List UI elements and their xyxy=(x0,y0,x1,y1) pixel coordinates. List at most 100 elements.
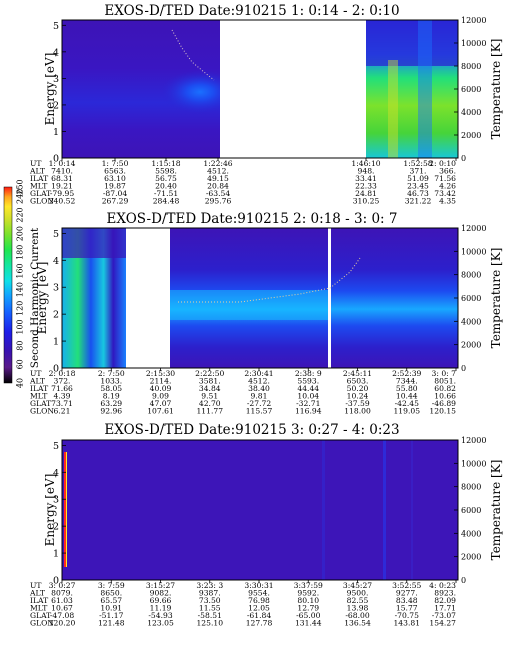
colorbar-tick-label: 180 xyxy=(16,245,25,260)
panel-1-gap xyxy=(220,20,366,158)
y2-tick-label: 10000 xyxy=(461,247,486,256)
table-row-label: GLAT xyxy=(30,189,51,198)
table-cell: 1:15:18 xyxy=(151,159,180,168)
table-cell: 1:46:10 xyxy=(351,159,380,168)
panel-2-title: EXOS-D/TED Date:910215 2: 0:18 - 3: 0: 7 xyxy=(107,211,398,227)
table-cell: 9.09 xyxy=(152,392,169,401)
table-cell: 1:22:46 xyxy=(203,159,232,168)
table-cell: 10.44 xyxy=(396,392,418,401)
table-cell: 10.24 xyxy=(347,392,369,401)
colorbar-tick-label: 160 xyxy=(16,263,25,278)
panel-1-right-band-stripe xyxy=(388,60,398,158)
table-cell: 4.35 xyxy=(439,197,456,206)
table-cell: 118.00 xyxy=(344,407,371,416)
table-cell: 19.87 xyxy=(104,182,126,191)
panel-3-y-axis: 0 1 2 3 4 5 xyxy=(53,441,66,587)
colorbar-tick-label: 240 xyxy=(16,189,25,204)
table-row-label: ALT xyxy=(29,589,45,598)
table-row-label: GLAT xyxy=(30,399,51,408)
table-cell: 63.10 xyxy=(104,174,126,183)
table-cell: -54.93 xyxy=(148,611,172,620)
colorbar-tick-label: 200 xyxy=(16,226,25,241)
table-cell: -71.51 xyxy=(154,189,178,198)
table-cell: 2: 0:18 xyxy=(49,369,76,378)
table-cell: 6563. xyxy=(104,167,126,176)
panel-2-y-axis: 0 1 2 3 4 5 xyxy=(53,229,66,375)
table-cell: 9592. xyxy=(297,589,319,598)
table-cell: 948. xyxy=(358,167,375,176)
y-tick-label: 4 xyxy=(53,47,59,58)
table-cell: 17.71 xyxy=(434,604,456,613)
y-tick-label: 1 xyxy=(53,337,59,348)
table-cell: 3:23: 3 xyxy=(196,581,223,590)
table-cell: 3:30:31 xyxy=(244,581,273,590)
y-tick-label: 5 xyxy=(53,229,59,240)
y2-tick-label: 12000 xyxy=(461,224,486,233)
panel-2-gap xyxy=(328,228,331,368)
y-tick-label: 4 xyxy=(53,256,59,267)
table-cell: 4: 0:23 xyxy=(429,581,456,590)
y-tick-label: 0 xyxy=(53,364,59,375)
table-cell: 40.09 xyxy=(150,384,172,393)
table-row-label: UT xyxy=(30,369,41,378)
table-cell: 20.84 xyxy=(207,182,229,191)
table-cell: 10.04 xyxy=(297,392,319,401)
y2-tick-label: 0 xyxy=(461,576,466,585)
table-cell: 3: 0:27 xyxy=(49,581,76,590)
y-tick-label: 5 xyxy=(53,21,59,32)
panel-1-y2-axis: 0 2000 4000 6000 8000 10000 12000 xyxy=(454,16,486,163)
table-cell: 47.07 xyxy=(150,399,172,408)
y2-tick-label: 8000 xyxy=(461,483,481,492)
y-tick-label: 4 xyxy=(53,468,59,479)
panel-2-y2-axis: 0 2000 4000 6000 8000 10000 12000 xyxy=(454,224,486,373)
y2-tick-label: 0 xyxy=(461,154,466,163)
panel-2-left-band-dark xyxy=(62,228,126,258)
table-cell: 7410. xyxy=(51,167,73,176)
table-cell: 33.41 xyxy=(355,174,377,183)
table-row-label: GLON xyxy=(30,619,54,628)
panel-3-ylabel: Energy [eV] xyxy=(43,474,57,547)
table-cell: -68.00 xyxy=(345,611,369,620)
table-cell: 10.67 xyxy=(51,604,73,613)
table-cell: 154.27 xyxy=(429,619,456,628)
colorbar-tick-label: 220 xyxy=(16,207,25,222)
y-tick-label: 2 xyxy=(53,522,59,533)
table-cell: 4512. xyxy=(248,377,270,386)
table-cell: 371. xyxy=(410,167,427,176)
table-cell: 125.10 xyxy=(196,619,223,628)
table-cell: 366. xyxy=(439,167,456,176)
table-cell: 3:45:27 xyxy=(343,581,372,590)
table-cell: 9387. xyxy=(199,589,221,598)
table-row-label: MLT xyxy=(30,604,47,613)
panel-1-title: EXOS-D/TED Date:910215 1: 0:14 - 2: 0:10 xyxy=(104,3,399,19)
table-cell: 2114. xyxy=(150,377,172,386)
panel-2-ylabel: Energy [eV] xyxy=(35,262,49,335)
panel-3-y2label: Temperature [K] xyxy=(489,460,503,561)
panel-2-gap xyxy=(126,228,170,368)
table-cell: 3: 7:59 xyxy=(98,581,125,590)
table-cell: 9554. xyxy=(248,589,270,598)
table-cell: 3581. xyxy=(199,377,221,386)
y-tick-label: 3 xyxy=(53,283,59,294)
panel-1-right-band-stripe xyxy=(418,20,432,158)
table-cell: 9.51 xyxy=(201,392,218,401)
panel-3-y2-axis: 0 2000 4000 6000 8000 10000 12000 xyxy=(454,436,486,585)
y2-tick-label: 8000 xyxy=(461,271,481,280)
y2-tick-label: 6000 xyxy=(461,506,481,515)
table-cell: 82.55 xyxy=(347,596,369,605)
table-cell: 123.05 xyxy=(147,619,174,628)
table-cell: -58.51 xyxy=(198,611,222,620)
panel-1: EXOS-D/TED Date:910215 1: 0:14 - 2: 0:10… xyxy=(29,3,503,206)
y-tick-label: 2 xyxy=(53,310,59,321)
table-cell: 34.84 xyxy=(199,384,221,393)
table-row-label: GLON xyxy=(30,197,54,206)
table-cell: 10.91 xyxy=(100,604,122,613)
table-cell: 4512. xyxy=(207,167,229,176)
table-cell: 8923. xyxy=(434,589,456,598)
y-tick-label: 2 xyxy=(53,100,59,111)
table-cell: 63.29 xyxy=(100,399,122,408)
table-cell: 8.19 xyxy=(103,392,120,401)
panel-1-ylabel: Energy [eV] xyxy=(43,53,57,126)
